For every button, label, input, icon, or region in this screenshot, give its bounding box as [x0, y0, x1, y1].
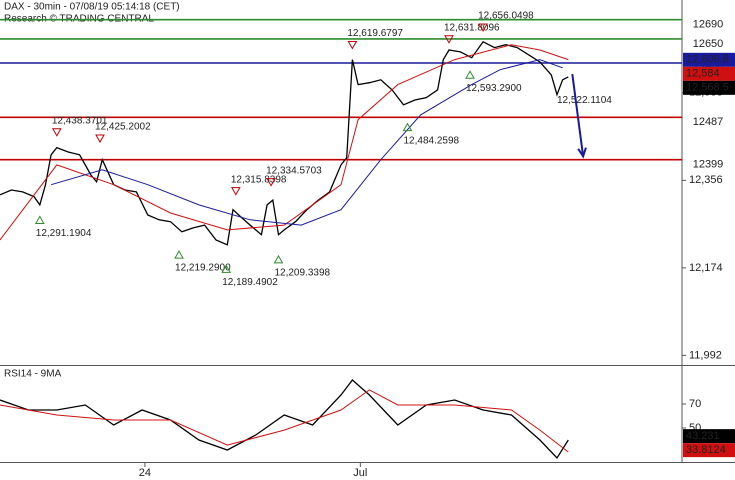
series-line — [0, 389, 569, 453]
annotation-label: 12,425.2002 — [95, 122, 151, 133]
y-tick-label: 11,992 — [689, 349, 722, 361]
annotation-label: 12,484.2598 — [403, 135, 459, 146]
level-label: 12399 — [693, 159, 724, 171]
annotation-label: 12,209.3398 — [274, 268, 330, 279]
last-value-label: 12,568.5 — [686, 82, 729, 94]
annotation-label: 12,315.8398 — [231, 174, 287, 185]
last-value-label: 43.231 — [686, 430, 720, 442]
low-marker — [221, 264, 232, 273]
annotation-label: 12,593.2900 — [466, 83, 522, 94]
annotation-label: 12,631.8096 — [444, 22, 500, 33]
high-marker — [266, 178, 276, 187]
annotation-label: 12,438.3701 — [52, 115, 108, 126]
high-marker — [444, 35, 454, 44]
last-value-box — [683, 443, 735, 458]
projection-arrow — [571, 73, 585, 157]
y-tick-label: 12,356 — [689, 174, 723, 186]
annotation-label: 12,189.4902 — [222, 277, 278, 288]
low-marker — [273, 254, 284, 264]
last-value-label: 12,584 — [686, 68, 720, 80]
high-marker — [347, 41, 358, 50]
last-value-box — [683, 429, 735, 444]
annotation-label: 12,656.0498 — [478, 11, 534, 22]
chart-title: DAX - 30min - 07/08/19 05:14:18 (CET) — [4, 2, 180, 13]
x-tick-label: Jul — [353, 467, 367, 479]
high-marker — [51, 128, 62, 137]
series-line — [0, 44, 569, 241]
last-value-label: 12,606.6 — [686, 54, 729, 66]
arrow-head — [577, 147, 587, 159]
y-tick-label: 12,174 — [689, 262, 723, 274]
low-marker — [34, 215, 45, 225]
level-label: 12690 — [693, 19, 724, 31]
annotation-label: 12,522.1104 — [557, 95, 612, 106]
last-value-box — [683, 80, 735, 95]
high-marker — [230, 187, 241, 196]
series-line — [0, 40, 569, 246]
low-marker — [402, 122, 413, 132]
y-tick-label: 70 — [689, 398, 701, 410]
series-line — [50, 59, 563, 226]
annotation-label: 12,619.6797 — [347, 28, 403, 39]
annotation-label: 12,291.1904 — [36, 228, 92, 239]
low-marker — [465, 70, 475, 79]
annotation-label: 12,219.2900 — [175, 263, 231, 274]
high-marker — [478, 23, 488, 33]
level-label: 12650 — [693, 38, 724, 50]
x-tick-label: 24 — [139, 467, 151, 479]
series-line — [0, 379, 569, 460]
low-marker — [174, 250, 184, 259]
annotation-label: 12,334.5703 — [266, 165, 322, 176]
rsi-title: RSI14 - 9MA — [4, 369, 62, 380]
last-value-box — [683, 66, 735, 81]
high-marker — [95, 134, 105, 144]
last-value-label: 33.8124 — [686, 444, 726, 456]
last-value-box — [683, 52, 735, 67]
level-label: 12487 — [693, 116, 724, 128]
